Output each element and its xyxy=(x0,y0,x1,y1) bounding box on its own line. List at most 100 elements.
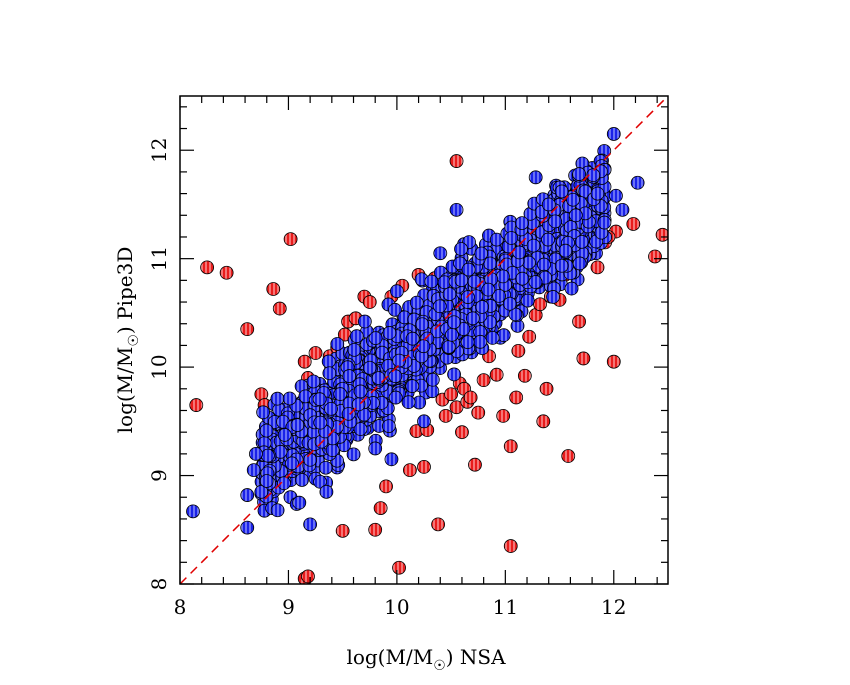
data-point xyxy=(460,335,475,349)
data-point xyxy=(566,192,580,207)
data-point xyxy=(405,379,420,394)
data-point xyxy=(362,360,377,375)
data-point xyxy=(392,353,407,368)
data-point xyxy=(447,367,461,382)
data-point xyxy=(282,391,297,406)
data-point xyxy=(467,274,482,289)
data-point xyxy=(512,245,527,260)
data-point xyxy=(259,474,274,488)
data-point xyxy=(368,441,383,456)
data-point xyxy=(454,273,469,288)
data-point xyxy=(444,387,459,402)
data-point xyxy=(492,288,506,303)
data-point xyxy=(347,342,362,357)
data-point xyxy=(476,373,491,388)
data-point xyxy=(586,168,601,183)
data-point xyxy=(496,269,510,284)
data-point xyxy=(362,295,377,309)
data-point xyxy=(312,392,327,407)
data-point xyxy=(277,428,292,442)
data-point xyxy=(301,569,315,584)
data-point xyxy=(330,337,345,351)
data-point xyxy=(401,395,416,410)
data-point xyxy=(473,334,488,349)
data-point xyxy=(270,391,285,406)
data-point xyxy=(546,290,560,304)
data-point xyxy=(455,425,469,440)
data-point xyxy=(384,452,399,467)
data-point xyxy=(481,282,496,297)
data-point xyxy=(303,517,318,532)
data-point xyxy=(576,351,591,366)
data-point xyxy=(295,473,309,487)
data-point xyxy=(409,295,424,310)
data-point xyxy=(256,405,271,420)
data-point xyxy=(417,414,431,429)
data-point xyxy=(335,523,350,538)
data-point xyxy=(533,297,547,312)
data-point xyxy=(489,232,504,247)
data-point xyxy=(341,406,356,421)
data-point xyxy=(325,443,340,458)
data-point xyxy=(441,340,456,354)
data-point xyxy=(249,446,263,461)
data-point xyxy=(489,367,504,382)
data-point xyxy=(521,255,536,270)
data-point xyxy=(454,242,468,256)
data-point xyxy=(568,208,583,223)
data-point xyxy=(417,459,431,474)
data-point xyxy=(353,422,368,436)
data-point xyxy=(416,339,431,354)
series-blue xyxy=(186,127,645,535)
data-point xyxy=(554,184,569,199)
data-point xyxy=(572,314,586,329)
series-red xyxy=(189,154,668,584)
data-point xyxy=(442,287,457,302)
data-point xyxy=(572,256,587,271)
data-point xyxy=(502,296,517,311)
one-to-one-line xyxy=(180,96,668,584)
data-point xyxy=(272,301,287,316)
data-point xyxy=(522,329,537,344)
data-point xyxy=(554,258,569,273)
y-tick-label: 11 xyxy=(147,246,171,271)
data-point xyxy=(388,302,402,317)
x-tick-label: 10 xyxy=(384,595,409,619)
data-point xyxy=(609,188,623,203)
data-point xyxy=(313,415,328,430)
data-point xyxy=(606,127,621,141)
data-point xyxy=(322,366,337,381)
data-point xyxy=(449,202,464,217)
data-point xyxy=(382,326,397,340)
data-point xyxy=(432,299,447,314)
data-point xyxy=(508,307,523,322)
data-point xyxy=(200,260,215,275)
x-tick-label: 11 xyxy=(493,595,518,619)
data-point xyxy=(438,409,453,423)
data-point xyxy=(615,202,630,217)
x-tick-label: 12 xyxy=(601,595,626,619)
data-point xyxy=(292,495,307,510)
data-point xyxy=(445,327,459,342)
data-point xyxy=(548,214,563,229)
data-point xyxy=(388,390,403,405)
data-point xyxy=(319,484,334,499)
data-point xyxy=(324,401,338,416)
data-point xyxy=(260,448,275,463)
data-point xyxy=(297,354,312,369)
data-point xyxy=(606,354,621,369)
data-point xyxy=(515,271,530,286)
data-point xyxy=(433,246,448,261)
data-point xyxy=(564,281,579,296)
data-point xyxy=(308,346,323,360)
data-point xyxy=(266,282,281,296)
data-point xyxy=(465,311,480,326)
data-point xyxy=(504,231,519,245)
data-point xyxy=(572,167,587,181)
y-tick-label: 12 xyxy=(147,137,171,162)
data-point xyxy=(520,293,535,308)
data-point xyxy=(277,476,291,491)
data-point xyxy=(254,484,269,499)
